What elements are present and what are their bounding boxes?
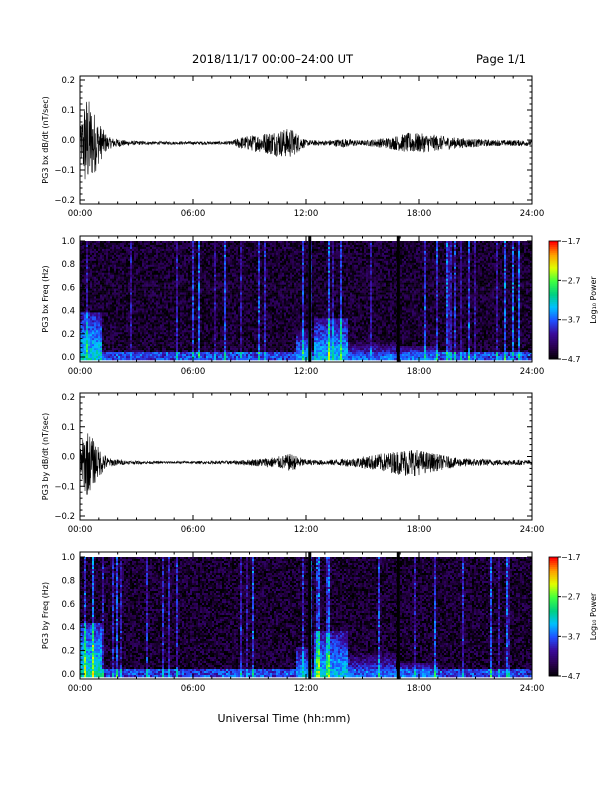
- x-tick-label: 00:00: [68, 525, 93, 535]
- series-trace-panel-3: [80, 433, 532, 494]
- y-tick-label: −0.1: [54, 166, 75, 176]
- x-tick-label: 00:00: [68, 684, 93, 694]
- x-tick-label: 12:00: [294, 684, 319, 694]
- spectrogram-panel-2: [80, 236, 532, 362]
- y-tick-label: 0.2: [61, 393, 75, 403]
- data-gap-line: [397, 236, 400, 362]
- panel-1-axes: 00:00 06:00 12:00 18:00 24:00 0.2 0.1 0.0 −0.1 −0…: [41, 76, 544, 219]
- y-tick-label: 0.1: [61, 106, 75, 116]
- series-trace-panel-1: [80, 102, 532, 180]
- figure-canvas: 00:00 06:00 12:00 18:00 24:00 0.2 0.1 0.0 −0.1 −0…: [0, 0, 612, 792]
- x-tick-label: 06:00: [181, 525, 206, 535]
- y-tick-label: 0.4: [61, 623, 75, 633]
- x-tick-label: 12:00: [294, 525, 319, 535]
- y-tick-label: 1.0: [61, 237, 75, 247]
- x-tick-label: 24:00: [520, 209, 545, 219]
- colorbar-tick-label: −2.7: [561, 593, 580, 602]
- x-tick-label: 18:00: [407, 367, 432, 377]
- x-tick-label: 06:00: [181, 684, 206, 694]
- y-tick-label: 0.0: [61, 453, 75, 463]
- x-tick-label: 12:00: [294, 209, 319, 219]
- y-tick-label: 0.6: [61, 283, 75, 293]
- x-tick-label: 18:00: [407, 209, 432, 219]
- y-tick-label: −0.2: [54, 196, 75, 206]
- x-tick-label: 24:00: [520, 367, 545, 377]
- x-tick-label: 00:00: [68, 367, 93, 377]
- x-tick-label: 12:00: [294, 367, 319, 377]
- colorbar-tick-label: −3.7: [561, 316, 580, 325]
- colorbar-tick-label: −1.7: [561, 237, 580, 246]
- colorbar-tick-label: −2.7: [561, 276, 580, 285]
- x-tick-label: 06:00: [181, 367, 206, 377]
- colorbar-tick-label: −4.7: [561, 355, 580, 364]
- y-tick-label: 0.0: [61, 353, 75, 363]
- y-tick-label: 0.2: [61, 647, 75, 657]
- x-tick-label: 18:00: [407, 684, 432, 694]
- colorbar-panel-4: −1.7 −2.7 −3.7 −4.7 Log₁₀ Power: [549, 553, 598, 681]
- x-tick-label: 24:00: [520, 684, 545, 694]
- y-tick-label: −0.1: [54, 482, 75, 492]
- plot-frame: [80, 393, 532, 520]
- x-tick-label: 06:00: [181, 209, 206, 219]
- y-axis-label: PG3 bx Freq (Hz): [41, 265, 50, 332]
- y-tick-label: 0.0: [61, 136, 75, 146]
- x-tick-label: 18:00: [407, 525, 432, 535]
- x-tick-label: 24:00: [520, 525, 545, 535]
- y-axis-label: PG3 by Freq (Hz): [41, 582, 50, 649]
- y-tick-label: 0.1: [61, 423, 75, 433]
- y-tick-label: 1.0: [61, 553, 75, 563]
- y-tick-label: 0.2: [61, 330, 75, 340]
- y-tick-label: 0.6: [61, 600, 75, 610]
- y-axis-label: PG3 by dB/dt (nT/sec): [41, 413, 50, 500]
- colorbar-label: Log₁₀ Power: [589, 276, 598, 324]
- y-tick-label: 0.8: [61, 576, 75, 586]
- y-axis-label: PG3 bx dB/dt (nT/sec): [41, 96, 50, 183]
- y-tick-label: 0.4: [61, 307, 75, 317]
- y-tick-label: 0.8: [61, 260, 75, 270]
- y-tick-label: −0.2: [54, 512, 75, 522]
- colorbar-label: Log₁₀ Power: [589, 592, 598, 640]
- colorbar-tick-label: −3.7: [561, 632, 580, 641]
- data-gap-line: [308, 236, 311, 362]
- data-gap-line: [308, 552, 311, 679]
- colorbar-panel-2: −1.7 −2.7 −3.7 −4.7 Log₁₀ Power: [549, 237, 598, 364]
- spectrogram-panel-4: [80, 552, 532, 679]
- x-tick-label: 00:00: [68, 209, 93, 219]
- colorbar-tick-label: −4.7: [561, 672, 580, 681]
- y-tick-label: 0.2: [61, 76, 75, 86]
- colorbar-tick-label: −1.7: [561, 553, 580, 562]
- data-gap-line: [397, 552, 400, 679]
- x-axis-label: Universal Time (hh:mm): [218, 712, 351, 725]
- y-tick-label: 0.0: [61, 670, 75, 680]
